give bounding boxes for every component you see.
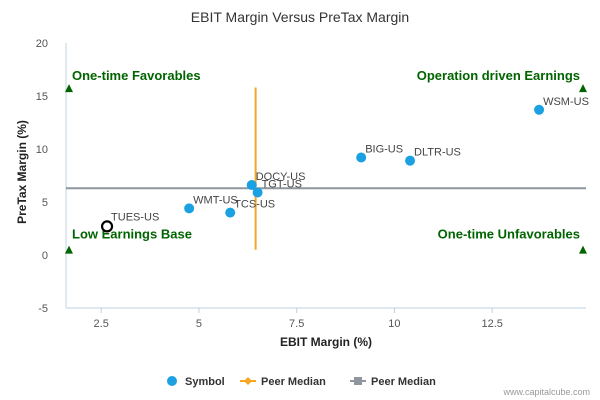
highlight-point-label: TUES-US xyxy=(111,211,159,223)
x-tick-label: 12.5 xyxy=(481,318,502,330)
quadrant-label-bottom-left: Low Earnings Base xyxy=(72,227,192,242)
legend-label: Symbol xyxy=(185,376,225,388)
y-tick-label: 5 xyxy=(42,197,48,209)
data-point xyxy=(405,155,416,166)
legend: Symbol Peer Median Peer Median xyxy=(167,376,436,388)
y-axis-title: PreTax Margin (%) xyxy=(15,120,29,224)
highlight-point xyxy=(100,220,114,233)
y-tick-label: 0 xyxy=(42,250,48,262)
quadrant-marker-top-left xyxy=(65,84,73,93)
data-point-label: TCS-US xyxy=(234,199,275,211)
y-tick-label: 10 xyxy=(36,144,48,156)
chart-title: EBIT Margin Versus PreTax Margin xyxy=(191,9,409,25)
legend-marker-symbol xyxy=(167,376,177,386)
legend-marker-peer-median-y xyxy=(354,377,362,385)
data-point-label: BIG-US xyxy=(365,143,403,155)
data-point-label: TGT-US xyxy=(262,178,302,190)
quadrant-label-top-right: Operation driven Earnings xyxy=(417,68,580,83)
data-point-label: DLTR-US xyxy=(414,147,461,159)
data-point-label: WMT-US xyxy=(193,194,238,206)
legend-label: Peer Median xyxy=(261,376,326,388)
data-point xyxy=(252,187,263,198)
data-point xyxy=(534,104,545,115)
x-axis-title: EBIT Margin (%) xyxy=(280,335,372,349)
quadrant-label-bottom-right: One-time Unfavorables xyxy=(438,227,580,242)
quadrant-marker-bottom-right xyxy=(579,245,587,254)
data-point-label: DOCY-US xyxy=(256,171,306,183)
data-point xyxy=(246,180,257,191)
y-tick-label: 20 xyxy=(36,38,48,50)
x-tick-label: 7.5 xyxy=(289,318,304,330)
watermark: www.capitalcube.com xyxy=(502,387,590,397)
x-tick-label: 5 xyxy=(196,318,202,330)
data-point xyxy=(225,207,236,218)
data-point xyxy=(356,152,367,163)
plot-area: -5 0 5 10 15 20 2.5 5 7.5 10 12.5 One-time Favorabl… xyxy=(36,38,589,330)
legend-marker-peer-median-x xyxy=(244,377,252,385)
x-tick-label: 2.5 xyxy=(94,318,109,330)
quadrant-marker-top-right xyxy=(579,84,587,93)
x-tick-label: 10 xyxy=(388,318,400,330)
legend-label: Peer Median xyxy=(371,376,436,388)
data-point xyxy=(184,203,195,214)
data-point-label: WSM-US xyxy=(543,96,589,108)
y-tick-label: -5 xyxy=(38,303,48,315)
y-tick-label: 15 xyxy=(36,91,48,103)
quadrant-label-top-left: One-time Favorables xyxy=(72,68,201,83)
quadrant-marker-bottom-left xyxy=(65,245,73,254)
